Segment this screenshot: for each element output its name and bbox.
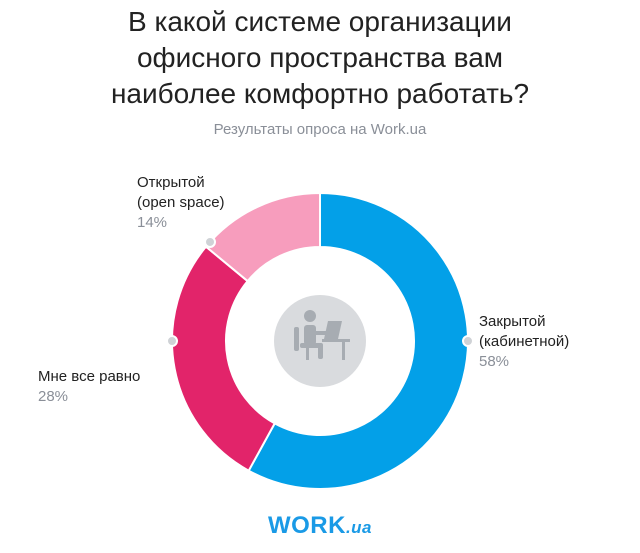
label-closed-line-0: Закрытой	[479, 313, 546, 330]
slice-open	[204, 191, 321, 283]
logo-suffix: .ua	[345, 518, 373, 537]
center-circle	[274, 295, 366, 387]
slice-closed	[247, 191, 469, 490]
marker-open	[204, 235, 217, 248]
slice-indifferent	[171, 245, 277, 473]
chart-subtitle: Результаты опроса на Work.ua	[213, 121, 427, 138]
value-indifferent: 28%	[38, 388, 68, 405]
marker-closed	[462, 335, 474, 347]
donut-slices	[171, 191, 469, 490]
office-worker-icon	[294, 310, 350, 360]
label-open-line-0: Открытой	[137, 174, 205, 191]
slice-labels: Закрытой (кабинетной) 58% Мне все равно 28% О…	[38, 174, 569, 405]
value-closed: 58%	[479, 353, 509, 370]
work-ua-logo: WORK.ua	[0, 512, 640, 540]
chart-title: В какой системе организации офисного про…	[110, 6, 530, 109]
marker-indifferent	[166, 335, 178, 347]
label-closed-line-1: (кабинетной)	[479, 333, 569, 350]
label-open-line-1: (open space)	[137, 194, 225, 211]
logo-main: WORK	[267, 512, 346, 539]
label-indifferent-line-0: Мне все равно	[38, 368, 140, 385]
value-open: 14%	[137, 214, 167, 231]
